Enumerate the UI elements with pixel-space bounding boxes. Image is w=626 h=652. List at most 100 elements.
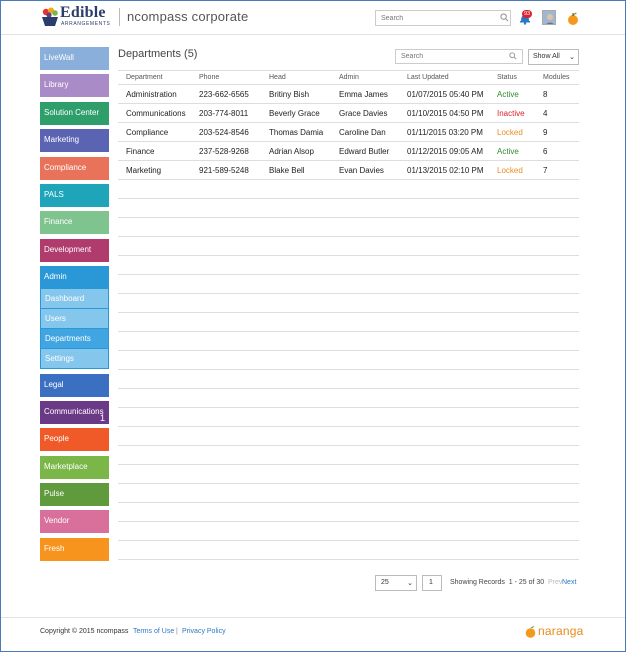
sidebar-item-label: Finance: [44, 217, 73, 227]
showing-range: 1 - 25 of 30: [508, 579, 545, 586]
empty-table-row: [118, 427, 579, 446]
sidebar-item-development[interactable]: Development: [40, 238, 109, 262]
cell-status: Locked: [497, 166, 523, 175]
sidebar-item-communications[interactable]: Communications 1: [40, 400, 109, 424]
cell-head: Adrian Alsop: [269, 147, 314, 156]
sidebar-item-label: Library: [44, 80, 69, 90]
edible-logo[interactable]: Edible ARRANGEMENTS: [40, 4, 112, 30]
sidebar-item-fresh[interactable]: Fresh: [40, 537, 109, 561]
cell-last-updated: 01/07/2015 05:40 PM: [407, 90, 484, 99]
cell-department: Marketing: [126, 166, 162, 175]
empty-table-row: [118, 180, 579, 199]
search-icon[interactable]: [500, 13, 509, 22]
cell-head: Britiny Bish: [269, 90, 310, 99]
page-number-input[interactable]: 1: [422, 575, 442, 591]
sidebar-item-compliance[interactable]: Compliance: [40, 156, 109, 180]
empty-table-row: [118, 484, 579, 503]
chevron-down-icon: ⌄: [569, 54, 575, 61]
next-page-link[interactable]: Next: [562, 579, 577, 586]
empty-table-row: [118, 503, 579, 522]
column-header-phone[interactable]: Phone: [199, 74, 220, 81]
table-header: Department Phone Head Admin Last Updated…: [118, 70, 579, 85]
page-title: Departments (5): [118, 48, 198, 60]
empty-table-row: [118, 446, 579, 465]
column-header-last-updated[interactable]: Last Updated: [407, 74, 449, 81]
sidebar-item-finance[interactable]: Finance: [40, 211, 109, 235]
empty-table-row: [118, 370, 579, 389]
copyright-text: Copyright © 2015 ncompass: [40, 628, 129, 635]
cell-department: Finance: [126, 147, 155, 156]
sidebar-item-library[interactable]: Library: [40, 74, 109, 98]
sidebar-nav: LiveWall Library Solution Center Marketing C…: [40, 47, 110, 565]
sidebar-item-pals[interactable]: PALS: [40, 183, 109, 207]
user-photo-icon: [543, 11, 555, 24]
empty-table-row: [118, 218, 579, 237]
naranga-orange-icon: [525, 626, 536, 638]
departments-search-input[interactable]: [395, 49, 523, 64]
status-filter-select[interactable]: Show All ⌄: [528, 49, 579, 65]
table-row[interactable]: Compliance 203-524-8546 Thomas Damia Caroli…: [118, 123, 579, 142]
sidebar-item-admin[interactable]: Admin: [40, 266, 109, 290]
sidebar-item-label: Vendor: [44, 516, 70, 526]
filter-value: Show All: [533, 53, 560, 60]
column-header-department[interactable]: Department: [126, 74, 163, 81]
cell-last-updated: 01/10/2015 04:50 PM: [407, 109, 484, 118]
column-header-status[interactable]: Status: [497, 74, 517, 81]
submenu-item-dashboard[interactable]: Dashboard: [41, 289, 108, 309]
page-size-value: 25: [381, 579, 389, 586]
footer-divider: [1, 617, 625, 618]
sidebar-item-vendor[interactable]: Vendor: [40, 510, 109, 534]
table-row[interactable]: Marketing 921-589-5248 Blake Bell Evan Davi…: [118, 161, 579, 180]
prev-page-link[interactable]: Prev: [548, 579, 563, 586]
sidebar-item-label: Compliance: [44, 162, 87, 172]
admin-submenu: Dashboard Users Departments Settings: [40, 289, 109, 370]
sidebar-item-marketing[interactable]: Marketing: [40, 129, 109, 153]
sidebar-item-label: Communications: [44, 406, 104, 416]
submenu-item-settings[interactable]: Settings: [41, 349, 108, 369]
sidebar-item-marketplace[interactable]: Marketplace: [40, 455, 109, 479]
orange-icon[interactable]: [566, 11, 580, 26]
avatar[interactable]: [542, 10, 556, 25]
sidebar-item-label: Solution Center: [44, 107, 100, 117]
column-header-admin[interactable]: Admin: [339, 74, 359, 81]
terms-of-use-link[interactable]: Terms of Use: [133, 628, 175, 635]
submenu-item-departments[interactable]: Departments: [41, 329, 108, 349]
search-icon[interactable]: [509, 52, 517, 60]
notification-badge: 93: [522, 10, 533, 18]
sidebar-item-legal[interactable]: Legal: [40, 373, 109, 397]
table-row[interactable]: Administration 223-662-6565 Britiny Bish Em…: [118, 85, 579, 104]
sidebar-item-solution-center[interactable]: Solution Center: [40, 101, 109, 125]
sidebar-item-label: Marketing: [44, 135, 80, 145]
empty-table-row: [118, 465, 579, 484]
naranga-logo[interactable]: naranga: [524, 624, 584, 640]
sidebar-item-label: PALS: [44, 189, 64, 199]
sidebar-item-people[interactable]: People: [40, 428, 109, 452]
sidebar-item-pulse[interactable]: Pulse: [40, 483, 109, 507]
empty-table-row: [118, 313, 579, 332]
column-header-modules[interactable]: Modules: [543, 74, 570, 81]
privacy-policy-link[interactable]: Privacy Policy: [182, 628, 226, 635]
empty-table-row: [118, 294, 579, 313]
cell-head: Blake Bell: [269, 166, 305, 175]
sidebar-item-label: Development: [44, 244, 92, 254]
empty-table-row: [118, 541, 579, 560]
sidebar-item-label: LiveWall: [44, 53, 74, 62]
header-search-input[interactable]: [375, 10, 511, 26]
empty-table-row: [118, 275, 579, 294]
table-row[interactable]: Finance 237-528-9268 Adrian Alsop Edward Bu…: [118, 142, 579, 161]
cell-admin: Grace Davies: [339, 109, 388, 118]
cell-last-updated: 01/12/2015 09:05 AM: [407, 147, 484, 156]
fruit-basket-icon: [42, 7, 58, 26]
table-row[interactable]: Communications 203-774-8011 Beverly Grace G…: [118, 104, 579, 123]
empty-table-row: [118, 256, 579, 275]
showing-records: Showing Records 1 - 25 of 30: [450, 579, 544, 586]
naranga-wordmark: naranga: [538, 624, 584, 638]
sidebar-item-livewall[interactable]: LiveWall: [40, 47, 109, 70]
column-header-head[interactable]: Head: [269, 74, 286, 81]
cell-phone: 203-524-8546: [199, 128, 249, 137]
cell-status: Active: [497, 147, 519, 156]
cell-admin: Caroline Dan: [339, 128, 386, 137]
page-size-select[interactable]: 25 ⌄: [375, 575, 417, 591]
cell-status: Inactive: [497, 109, 525, 118]
submenu-item-users[interactable]: Users: [41, 309, 108, 329]
